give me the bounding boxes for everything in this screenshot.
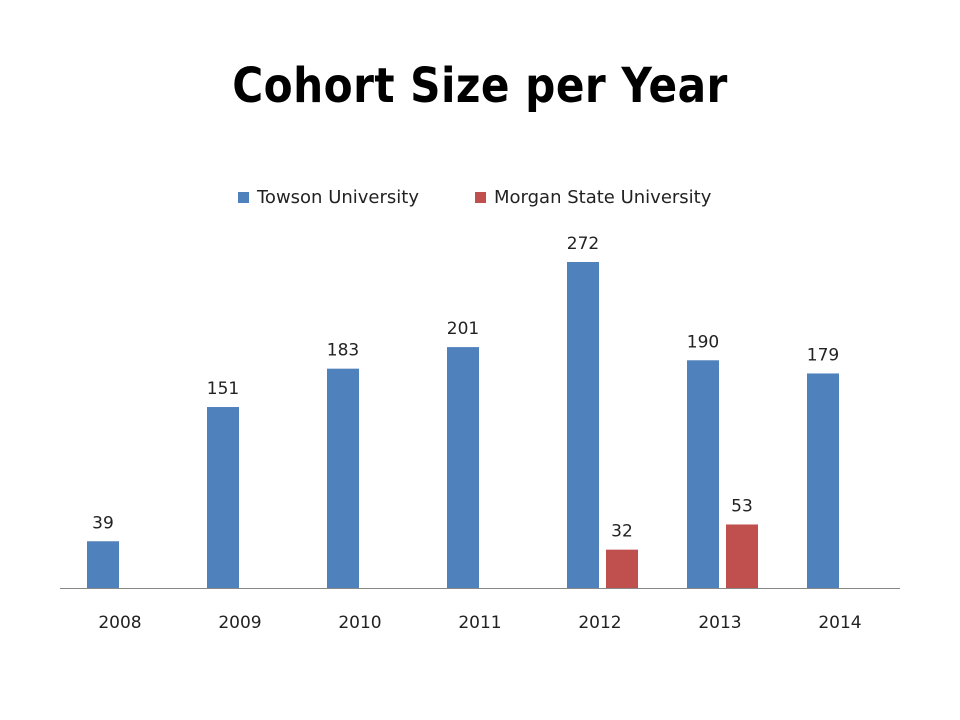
data-label-morgan-state-2013: 53	[731, 496, 753, 516]
bar-morgan-state-2012	[606, 549, 638, 588]
legend-label-morgan-state: Morgan State University	[494, 186, 712, 208]
data-label-towson-2010: 183	[327, 341, 359, 361]
x-tick-label-2011: 2011	[458, 613, 501, 633]
legend: Towson University Morgan State Universit…	[0, 183, 960, 211]
x-tick-label-2013: 2013	[698, 613, 741, 633]
bar-morgan-state-2013	[726, 524, 758, 588]
legend-item-morgan-state: Morgan State University	[475, 183, 711, 211]
data-label-towson-2009: 151	[207, 379, 239, 399]
chart-title: Cohort Size per Year	[232, 58, 728, 114]
bar-towson-2012	[567, 262, 599, 588]
legend-item-towson: Towson University	[238, 183, 419, 211]
bar-towson-2009	[207, 407, 239, 588]
bar-towson-2008	[87, 541, 119, 588]
bar-towson-2013	[687, 360, 719, 588]
x-tick-label-2014: 2014	[818, 613, 861, 633]
data-label-towson-2008: 39	[92, 513, 114, 533]
x-tick-label-2009: 2009	[218, 613, 261, 633]
data-label-morgan-state-2012: 32	[611, 522, 633, 542]
data-label-towson-2012: 272	[567, 234, 599, 254]
bar-towson-2014	[807, 373, 839, 588]
x-tick-label-2012: 2012	[578, 613, 621, 633]
legend-label-towson: Towson University	[257, 186, 419, 208]
x-tick-label-2010: 2010	[338, 613, 381, 633]
x-tick-label-2008: 2008	[98, 613, 141, 633]
data-label-towson-2011: 201	[447, 319, 479, 339]
data-label-towson-2013: 190	[687, 332, 719, 352]
bar-towson-2011	[447, 347, 479, 588]
data-label-towson-2014: 179	[807, 345, 839, 365]
legend-swatch-towson	[238, 191, 249, 203]
bar-towson-2010	[327, 368, 359, 588]
legend-swatch-morgan-state	[475, 191, 486, 203]
